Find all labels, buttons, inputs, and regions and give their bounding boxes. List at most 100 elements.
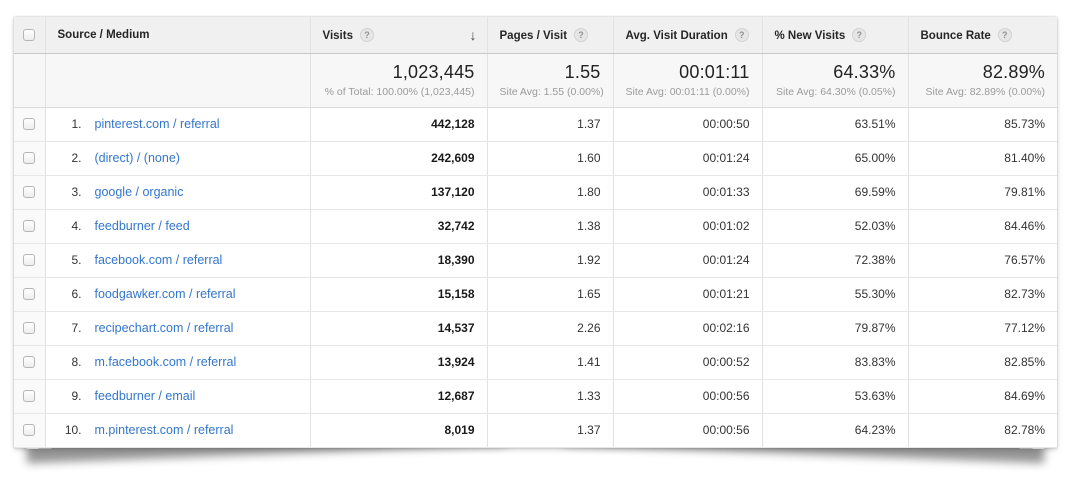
source-medium-link[interactable]: pinterest.com / referral	[94, 117, 220, 131]
table-header-row: Source / Medium Visits? ↓ Pages / Visit?…	[14, 17, 1057, 54]
avg-visit-duration-cell: 00:01:33	[612, 175, 762, 210]
row-index: 1.	[71, 117, 82, 131]
row-checkbox[interactable]	[23, 253, 36, 266]
row-index: 4.	[71, 219, 82, 233]
pages-per-visit-cell: 1.38	[486, 209, 613, 244]
source-medium-link[interactable]: foodgawker.com / referral	[94, 287, 236, 301]
row-checkbox[interactable]	[23, 321, 36, 334]
pages-per-visit-cell: 1.41	[486, 345, 613, 380]
col-header-new-visits[interactable]: % New Visits?	[761, 17, 908, 54]
help-icon[interactable]: ?	[852, 27, 867, 42]
row-checkbox-cell	[14, 311, 45, 346]
source-medium-link[interactable]: google / organic	[94, 185, 184, 199]
help-icon[interactable]: ?	[997, 27, 1012, 42]
new-visits-cell: 52.03%	[761, 209, 908, 244]
summary-pages-per-visit-subtext: Site Avg: 1.55 (0.00%)	[499, 86, 604, 98]
pages-per-visit-cell: 1.33	[486, 379, 613, 414]
source-medium-cell: 4. feedburner / feed	[44, 209, 310, 244]
source-medium-link[interactable]: feedburner / email	[94, 389, 196, 403]
col-header-visits[interactable]: Visits? ↓	[309, 17, 487, 54]
row-index: 3.	[71, 185, 82, 199]
row-checkbox-cell	[14, 243, 45, 278]
sort-descending-icon[interactable]: ↓	[469, 26, 477, 43]
bounce-rate-cell: 81.40%	[907, 141, 1057, 176]
col-header-bounce-rate-label: Bounce Rate?	[921, 27, 1012, 42]
summary-pages-per-visit-value: 1.55	[564, 62, 601, 82]
col-header-avg-visit-duration[interactable]: Avg. Visit Duration?	[612, 17, 762, 54]
new-visits-cell: 72.38%	[761, 243, 908, 278]
source-medium-cell: 7. recipechart.com / referral	[44, 311, 310, 346]
help-icon[interactable]: ?	[359, 27, 374, 42]
source-medium-link[interactable]: recipechart.com / referral	[94, 321, 234, 335]
summary-bounce-rate-cell: 82.89% Site Avg: 82.89% (0.00%)	[907, 53, 1057, 108]
pages-per-visit-cell: 2.26	[486, 311, 613, 346]
row-checkbox[interactable]	[23, 185, 36, 198]
row-index: 7.	[71, 321, 82, 335]
row-checkbox[interactable]	[23, 423, 36, 436]
row-index: 10.	[64, 423, 82, 437]
source-medium-cell: 1. pinterest.com / referral	[44, 107, 310, 142]
source-medium-link[interactable]: m.pinterest.com / referral	[94, 423, 234, 437]
col-header-source-medium-label: Source / Medium	[57, 28, 150, 41]
source-medium-link[interactable]: facebook.com / referral	[94, 253, 223, 267]
col-header-bounce-rate[interactable]: Bounce Rate?	[907, 17, 1057, 54]
pages-per-visit-cell: 1.37	[486, 107, 613, 142]
row-checkbox-cell	[14, 413, 45, 448]
summary-bounce-rate-subtext: Site Avg: 82.89% (0.00%)	[925, 86, 1045, 98]
table-row: 9. feedburner / email 12,687 1.33 00:00:5…	[14, 379, 1057, 414]
summary-visits-value: 1,023,445	[392, 62, 475, 82]
row-checkbox[interactable]	[23, 151, 36, 164]
row-index: 2.	[71, 151, 82, 165]
bounce-rate-cell: 82.78%	[907, 413, 1057, 448]
analytics-table-stage: Source / Medium Visits? ↓ Pages / Visit?…	[14, 17, 1057, 448]
row-index: 6.	[71, 287, 82, 301]
help-icon[interactable]: ?	[574, 27, 589, 42]
table-row: 10. m.pinterest.com / referral 8,019 1.37…	[14, 413, 1057, 448]
table-row: 1. pinterest.com / referral 442,128 1.37 …	[14, 107, 1057, 142]
table-row: 5. facebook.com / referral 18,390 1.92 00…	[14, 243, 1057, 278]
source-medium-cell: 9. feedburner / email	[44, 379, 310, 414]
row-checkbox-cell	[14, 345, 45, 380]
row-checkbox[interactable]	[23, 117, 36, 130]
bounce-rate-cell: 77.12%	[907, 311, 1057, 346]
new-visits-cell: 65.00%	[761, 141, 908, 176]
summary-avg-visit-duration-cell: 00:01:11 Site Avg: 00:01:11 (0.00%)	[612, 53, 762, 108]
summary-new-visits-cell: 64.33% Site Avg: 64.30% (0.05%)	[761, 53, 908, 108]
source-medium-cell: 10. m.pinterest.com / referral	[44, 413, 310, 448]
visits-cell: 242,609	[309, 141, 487, 176]
source-medium-cell: 8. m.facebook.com / referral	[44, 345, 310, 380]
col-header-new-visits-label: % New Visits?	[775, 27, 867, 42]
row-checkbox[interactable]	[23, 355, 36, 368]
col-header-source-medium[interactable]: Source / Medium	[44, 17, 310, 54]
row-checkbox-cell	[14, 209, 45, 244]
pages-per-visit-cell: 1.80	[486, 175, 613, 210]
select-all-header-cell	[14, 17, 45, 54]
visits-cell: 14,537	[309, 311, 487, 346]
source-medium-link[interactable]: (direct) / (none)	[94, 151, 180, 165]
source-medium-table: Source / Medium Visits? ↓ Pages / Visit?…	[14, 17, 1057, 448]
select-all-checkbox[interactable]	[23, 28, 36, 41]
summary-avg-visit-duration-subtext: Site Avg: 00:01:11 (0.00%)	[625, 86, 750, 98]
summary-bounce-rate-value: 82.89%	[982, 62, 1045, 82]
avg-visit-duration-cell: 00:00:56	[612, 413, 762, 448]
help-icon[interactable]: ?	[734, 27, 749, 42]
row-checkbox-cell	[14, 141, 45, 176]
row-checkbox[interactable]	[23, 389, 36, 402]
source-medium-cell: 3. google / organic	[44, 175, 310, 210]
row-checkbox[interactable]	[23, 287, 36, 300]
summary-visits-cell: 1,023,445 % of Total: 100.00% (1,023,445…	[309, 53, 487, 108]
new-visits-cell: 55.30%	[761, 277, 908, 312]
bounce-rate-cell: 85.73%	[907, 107, 1057, 142]
avg-visit-duration-cell: 00:00:50	[612, 107, 762, 142]
bounce-rate-cell: 84.46%	[907, 209, 1057, 244]
table-body: 1,023,445 % of Total: 100.00% (1,023,445…	[14, 53, 1057, 448]
source-medium-link[interactable]: m.facebook.com / referral	[94, 355, 237, 369]
bounce-rate-cell: 82.85%	[907, 345, 1057, 380]
new-visits-cell: 83.83%	[761, 345, 908, 380]
visits-cell: 32,742	[309, 209, 487, 244]
col-header-pages-per-visit[interactable]: Pages / Visit?	[486, 17, 613, 54]
table-row: 8. m.facebook.com / referral 13,924 1.41 …	[14, 345, 1057, 380]
source-medium-link[interactable]: feedburner / feed	[94, 219, 190, 233]
row-checkbox[interactable]	[23, 219, 36, 232]
row-checkbox-cell	[14, 175, 45, 210]
